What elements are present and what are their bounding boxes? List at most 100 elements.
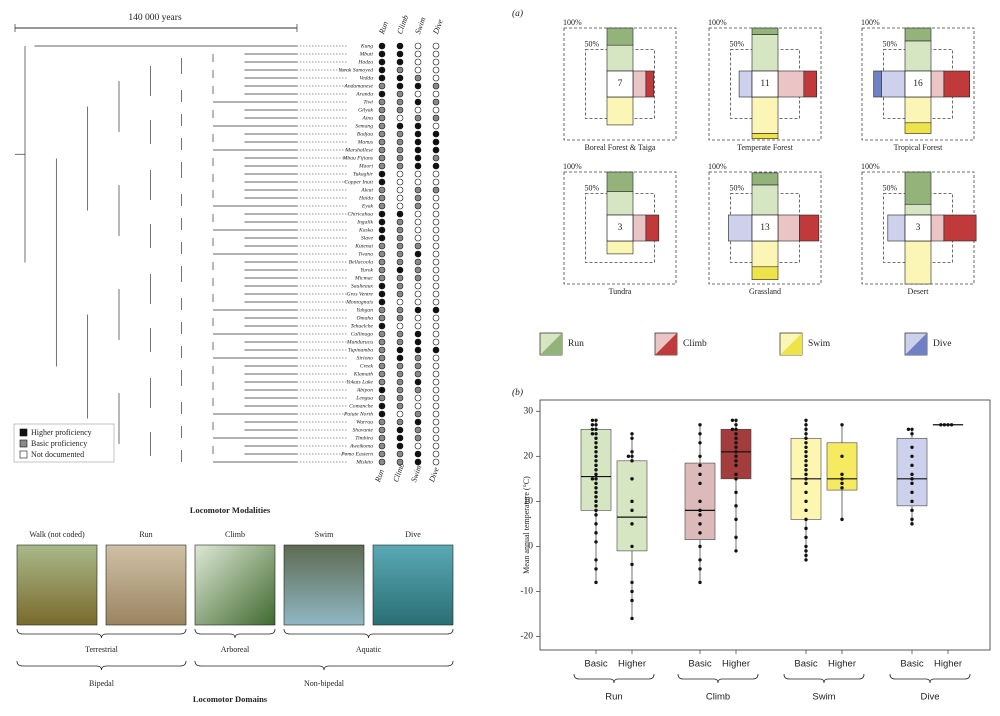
state-dot <box>378 306 386 314</box>
state-dot <box>378 194 386 202</box>
state-dot <box>378 394 386 402</box>
ring-label: 50% <box>585 183 600 192</box>
group-bracket <box>889 673 971 684</box>
state-dot <box>432 282 440 290</box>
data-point <box>698 522 702 526</box>
taxon-label: Slave <box>361 235 374 241</box>
state-dot <box>432 66 440 74</box>
data-point <box>590 423 595 427</box>
state-dot <box>414 362 422 370</box>
taxon-label: Omaha <box>357 315 374 321</box>
column-header: Climb <box>395 14 410 35</box>
biome-name: Desert <box>908 287 930 296</box>
state-dot <box>432 298 440 306</box>
state-dot <box>414 242 422 250</box>
center-box <box>904 70 932 98</box>
state-dot <box>378 314 386 322</box>
state-dot <box>396 322 404 330</box>
panel-label: (a) <box>512 8 523 19</box>
biome-count: 3 <box>916 223 921 233</box>
data-point <box>630 454 634 459</box>
state-dot <box>396 66 404 74</box>
data-point <box>594 508 598 513</box>
state-dot <box>432 226 440 234</box>
ring-label: 100% <box>861 162 880 171</box>
state-dot <box>378 266 386 274</box>
ring <box>585 193 655 263</box>
state-dot <box>396 394 404 402</box>
state-dot <box>378 370 386 378</box>
state-dot <box>378 234 386 242</box>
state-dot <box>378 386 386 394</box>
state-dot <box>396 138 404 146</box>
state-dot <box>432 74 440 82</box>
y-tick-label: 10 <box>524 497 534 507</box>
taxon-label: Ingalik <box>356 219 373 225</box>
taxon-label: Bellacoola <box>349 259 373 265</box>
data-point <box>594 481 598 486</box>
arm-segment <box>632 70 647 98</box>
state-dot <box>414 218 422 226</box>
state-dot <box>396 338 404 346</box>
state-dot <box>378 210 386 218</box>
state-dot <box>378 426 386 434</box>
arm-segment <box>632 214 647 242</box>
taxon-label: Yurok <box>360 267 373 273</box>
ring-label: 50% <box>585 39 600 48</box>
data-point <box>804 499 808 504</box>
data-point <box>594 418 598 422</box>
legend-swatch-dark <box>540 333 562 355</box>
data-point <box>910 522 914 526</box>
taxon-label: Creek <box>360 363 374 369</box>
state-dot <box>396 114 404 122</box>
state-dot <box>432 130 440 138</box>
data-point <box>594 477 598 481</box>
data-point <box>840 454 844 459</box>
state-dot <box>396 370 404 378</box>
data-point <box>910 454 914 459</box>
data-point <box>804 553 808 558</box>
state-dot <box>396 178 404 186</box>
data-point <box>840 481 844 486</box>
state-dot <box>414 138 422 146</box>
modality-label: Run <box>139 530 152 539</box>
state-dot <box>414 306 422 314</box>
taxon-label: Haida <box>358 195 373 201</box>
state-dot <box>432 194 440 202</box>
x-tick-label: Basic <box>900 659 923 670</box>
panel-label: (b) <box>512 387 523 398</box>
data-point <box>910 463 914 468</box>
group-label: Arboreal <box>221 645 250 654</box>
taxon-label: Kaska <box>358 227 373 233</box>
ring-label: 100% <box>563 18 582 27</box>
taxon-label: Warrau <box>356 419 373 425</box>
group-label: Aquatic <box>356 645 382 654</box>
state-dot <box>378 250 386 258</box>
taxon-label: Yahgan <box>356 307 373 313</box>
state-dot <box>396 458 404 466</box>
data-point <box>804 459 808 463</box>
state-dot <box>432 90 440 98</box>
data-point <box>804 423 808 427</box>
state-dot <box>432 186 440 194</box>
data-point <box>840 477 844 481</box>
taxon-label: Hadza <box>357 59 373 65</box>
state-dot <box>396 434 404 442</box>
data-point <box>698 558 702 562</box>
taxon-label: Semang <box>355 123 373 129</box>
data-point <box>630 562 634 567</box>
data-point <box>942 423 947 427</box>
state-dot <box>414 42 422 50</box>
data-point <box>734 418 738 422</box>
data-point <box>804 526 808 531</box>
data-point <box>594 459 598 463</box>
state-dot <box>396 402 404 410</box>
data-point <box>594 558 598 562</box>
data-point <box>594 436 598 440</box>
data-point <box>630 544 634 549</box>
biome-count: 13 <box>760 223 770 233</box>
state-dot <box>378 378 386 386</box>
state-dot <box>432 322 440 330</box>
state-dot <box>378 122 386 130</box>
ring <box>708 171 822 285</box>
